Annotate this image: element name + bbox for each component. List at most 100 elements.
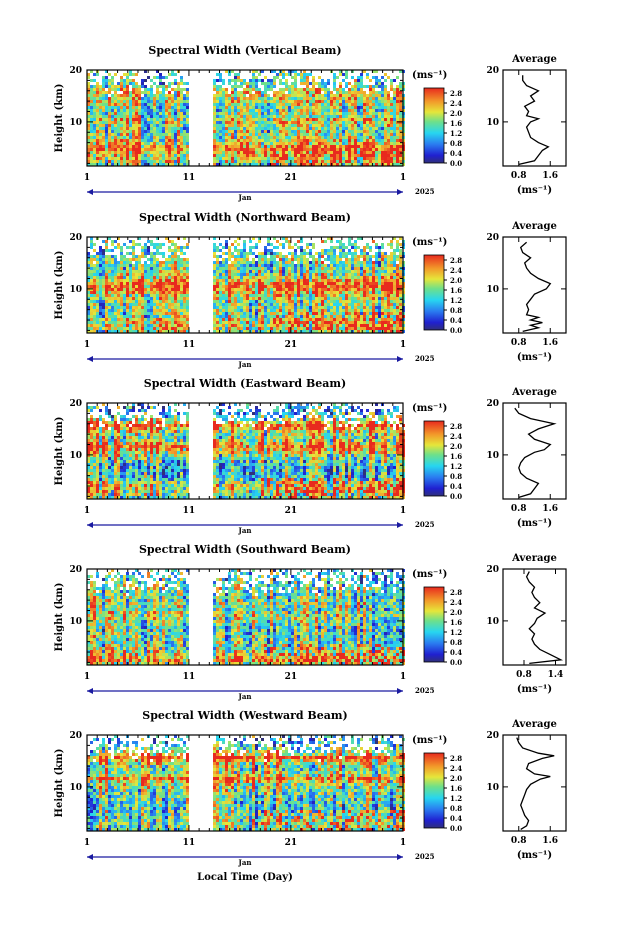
heatmap-cell [111,294,114,297]
heatmap-cell [264,94,267,97]
heatmap-cell [213,82,216,85]
heatmap-cell [339,70,342,73]
heatmap-cell [126,270,129,273]
heatmap-cell [153,276,156,279]
heatmap-cell [138,160,141,163]
heatmap-cell [288,330,291,333]
heatmap-cell [219,109,222,112]
heatmap-cell [342,142,345,145]
heatmap-cell [252,306,255,309]
heatmap-cell [393,100,396,103]
heatmap-cell [303,321,306,324]
heatmap-cell [150,264,153,267]
heatmap-cell [258,318,261,321]
heatmap-cell [225,163,228,166]
heatmap-cell [111,142,114,145]
heatmap-cell [288,121,291,124]
heatmap-cell [390,127,393,130]
heatmap-cell [279,133,282,136]
heatmap-cell [165,300,168,303]
heatmap-cell [288,240,291,243]
heatmap-cell [318,97,321,100]
heatmap-cell [366,154,369,157]
heatmap-cell [282,109,285,112]
heatmap-cell [234,88,237,91]
heatmap-cell [126,139,129,142]
heatmap-cell [357,76,360,79]
heatmap-cell [369,142,372,145]
heatmap-cell [129,273,132,276]
heatmap-cell [174,285,177,288]
heatmap-cell [264,112,267,115]
heatmap-cell [261,300,264,303]
heatmap-cell [318,121,321,124]
heatmap-cell [372,88,375,91]
heatmap-cell [321,106,324,109]
heatmap-cell [174,321,177,324]
heatmap-cell [159,273,162,276]
heatmap-cell [180,142,183,145]
heatmap-cell [309,115,312,118]
heatmap-cell [351,142,354,145]
heatmap-cell [288,312,291,315]
heatmap-cell [264,318,267,321]
heatmap-cell [222,315,225,318]
heatmap-cell [126,315,129,318]
heatmap-cell [240,264,243,267]
heatmap-cell [99,154,102,157]
heatmap-cell [309,303,312,306]
heatmap-cell [90,303,93,306]
heatmap-cell [273,103,276,106]
heatmap-cell [375,136,378,139]
heatmap-cell [96,136,99,139]
heatmap-cell [258,288,261,291]
heatmap-cell [381,127,384,130]
heatmap-cell [267,258,270,261]
heatmap-cell [177,145,180,148]
heatmap-cell [162,142,165,145]
heatmap-cell [306,127,309,130]
heatmap-cell [171,279,174,282]
heatmap-cell [180,79,183,82]
heatmap-cell [93,321,96,324]
heatmap-cell [354,121,357,124]
heatmap-cell [132,288,135,291]
heatmap-cell [228,142,231,145]
heatmap-cell [132,294,135,297]
heatmap-cell [291,252,294,255]
heatmap-cell [300,276,303,279]
heatmap-cell [144,148,147,151]
heatmap-cell [336,142,339,145]
heatmap-cell [258,148,261,151]
heatmap-cell [156,142,159,145]
heatmap-cell [309,264,312,267]
heatmap-cell [267,94,270,97]
heatmap-cell [96,82,99,85]
heatmap-cell [219,94,222,97]
heatmap-cell [300,79,303,82]
heatmap-cell [237,264,240,267]
heatmap-cell [117,273,120,276]
heatmap-cell [324,109,327,112]
heatmap-cell [186,160,189,163]
heatmap-cell [342,154,345,157]
heatmap-cell [162,282,165,285]
heatmap-cell [273,148,276,151]
heatmap-cell [273,106,276,109]
heatmap-cell [372,142,375,145]
heatmap-cell [294,79,297,82]
heatmap-cell [324,115,327,118]
heatmap-cell [105,97,108,100]
heatmap-cell [177,312,180,315]
heatmap-cell [102,252,105,255]
heatmap-cell [120,85,123,88]
heatmap-cell [165,121,168,124]
heatmap-cell [378,130,381,133]
heatmap-cell [336,97,339,100]
heatmap-cell [93,106,96,109]
heatmap-cell [285,100,288,103]
heatmap-cell [372,163,375,166]
heatmap-cell [249,327,252,330]
heatmap-cell [138,270,141,273]
heatmap-cell [282,300,285,303]
